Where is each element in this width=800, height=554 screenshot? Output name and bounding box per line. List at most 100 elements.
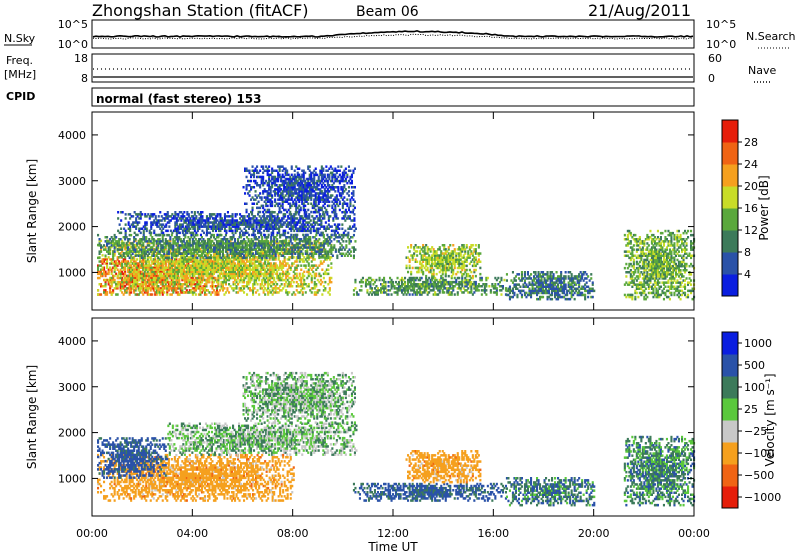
power-cell	[175, 283, 178, 286]
power-cell	[191, 264, 194, 267]
power-cell	[142, 272, 145, 276]
power-cell	[130, 280, 133, 284]
power-cell	[154, 283, 157, 286]
power-cell	[265, 280, 268, 284]
power-cell	[118, 223, 121, 226]
power-cell	[253, 287, 256, 290]
power-cell	[199, 268, 202, 271]
power-cell	[173, 289, 176, 292]
power-cell	[166, 278, 169, 282]
power-cell	[197, 262, 200, 265]
power-cell	[104, 285, 107, 288]
power-cell	[142, 285, 145, 288]
power-cell	[329, 215, 332, 218]
power-cell	[203, 283, 206, 286]
power-cell	[202, 289, 205, 292]
power-cell	[157, 264, 160, 267]
power-cell	[190, 264, 193, 267]
power-cell	[232, 287, 235, 290]
power-cell	[119, 289, 122, 292]
power-cell	[121, 278, 124, 282]
power-cell	[271, 194, 274, 197]
power-cell	[169, 260, 172, 263]
power-cell	[130, 274, 133, 278]
power-cell	[109, 245, 112, 249]
power-cell	[107, 270, 110, 274]
power-cell	[154, 233, 157, 237]
power-cell	[326, 211, 329, 214]
power-cell	[205, 274, 208, 278]
power-cell	[209, 262, 212, 265]
power-cell	[185, 264, 188, 267]
power-cell	[228, 260, 231, 263]
power-cell	[172, 278, 175, 282]
power-cell	[100, 264, 103, 267]
power-cell	[122, 268, 125, 271]
power-cell	[322, 233, 325, 237]
power-cell	[191, 276, 194, 280]
power-cell	[100, 285, 103, 288]
power-cell	[181, 266, 184, 269]
power-cell	[158, 270, 161, 274]
power-cell	[115, 243, 118, 247]
power-cell	[182, 276, 185, 280]
power-cell	[110, 272, 113, 276]
power-cell	[160, 268, 163, 271]
power-cell	[262, 256, 265, 259]
power-cell	[185, 266, 188, 269]
power-cell	[121, 211, 124, 214]
power-cell	[247, 264, 250, 267]
power-cell	[256, 264, 259, 267]
power-cell	[179, 291, 182, 294]
power-cell	[152, 268, 155, 271]
power-cell	[188, 256, 191, 259]
power-cell	[179, 274, 182, 278]
power-cell	[206, 262, 209, 265]
power-cell	[310, 274, 313, 278]
power-cell	[109, 252, 112, 255]
power-cell	[122, 258, 125, 261]
power-cell	[256, 270, 259, 274]
power-cell	[124, 252, 127, 255]
power-cell	[208, 247, 211, 251]
power-cell	[104, 245, 107, 249]
power-cell	[243, 276, 246, 280]
power-cell	[160, 262, 163, 265]
power-cell	[220, 285, 223, 288]
power-cell	[170, 276, 173, 280]
power-cell	[250, 179, 253, 183]
power-cell	[248, 233, 251, 237]
power-cell	[267, 240, 270, 243]
power-cell	[193, 260, 196, 263]
power-cell	[249, 254, 252, 257]
power-cell	[164, 274, 167, 278]
power-cell	[235, 266, 238, 269]
power-cell	[246, 258, 249, 261]
power-cell	[130, 285, 133, 288]
power-cell	[173, 266, 176, 269]
power-cell	[190, 280, 193, 284]
power-cell	[101, 285, 104, 288]
power-cell	[137, 266, 140, 269]
power-cell	[164, 280, 167, 284]
power-cell	[157, 215, 160, 218]
power-cell	[152, 250, 155, 253]
power-cell	[143, 274, 146, 278]
power-cell	[256, 165, 259, 168]
power-cell	[169, 293, 172, 296]
power-cell	[124, 270, 127, 274]
power-cell	[130, 266, 133, 269]
power-cell	[203, 266, 206, 269]
power-cell	[196, 243, 199, 247]
power-cell	[184, 270, 187, 274]
power-cell	[152, 262, 155, 265]
power-cell	[145, 236, 148, 239]
power-cell	[203, 268, 206, 271]
power-cell	[103, 270, 106, 274]
power-cell	[176, 274, 179, 278]
power-cell	[203, 278, 206, 282]
power-cell	[187, 262, 190, 265]
power-cell	[182, 252, 185, 255]
power-cell	[187, 260, 190, 263]
power-cell	[249, 278, 252, 282]
